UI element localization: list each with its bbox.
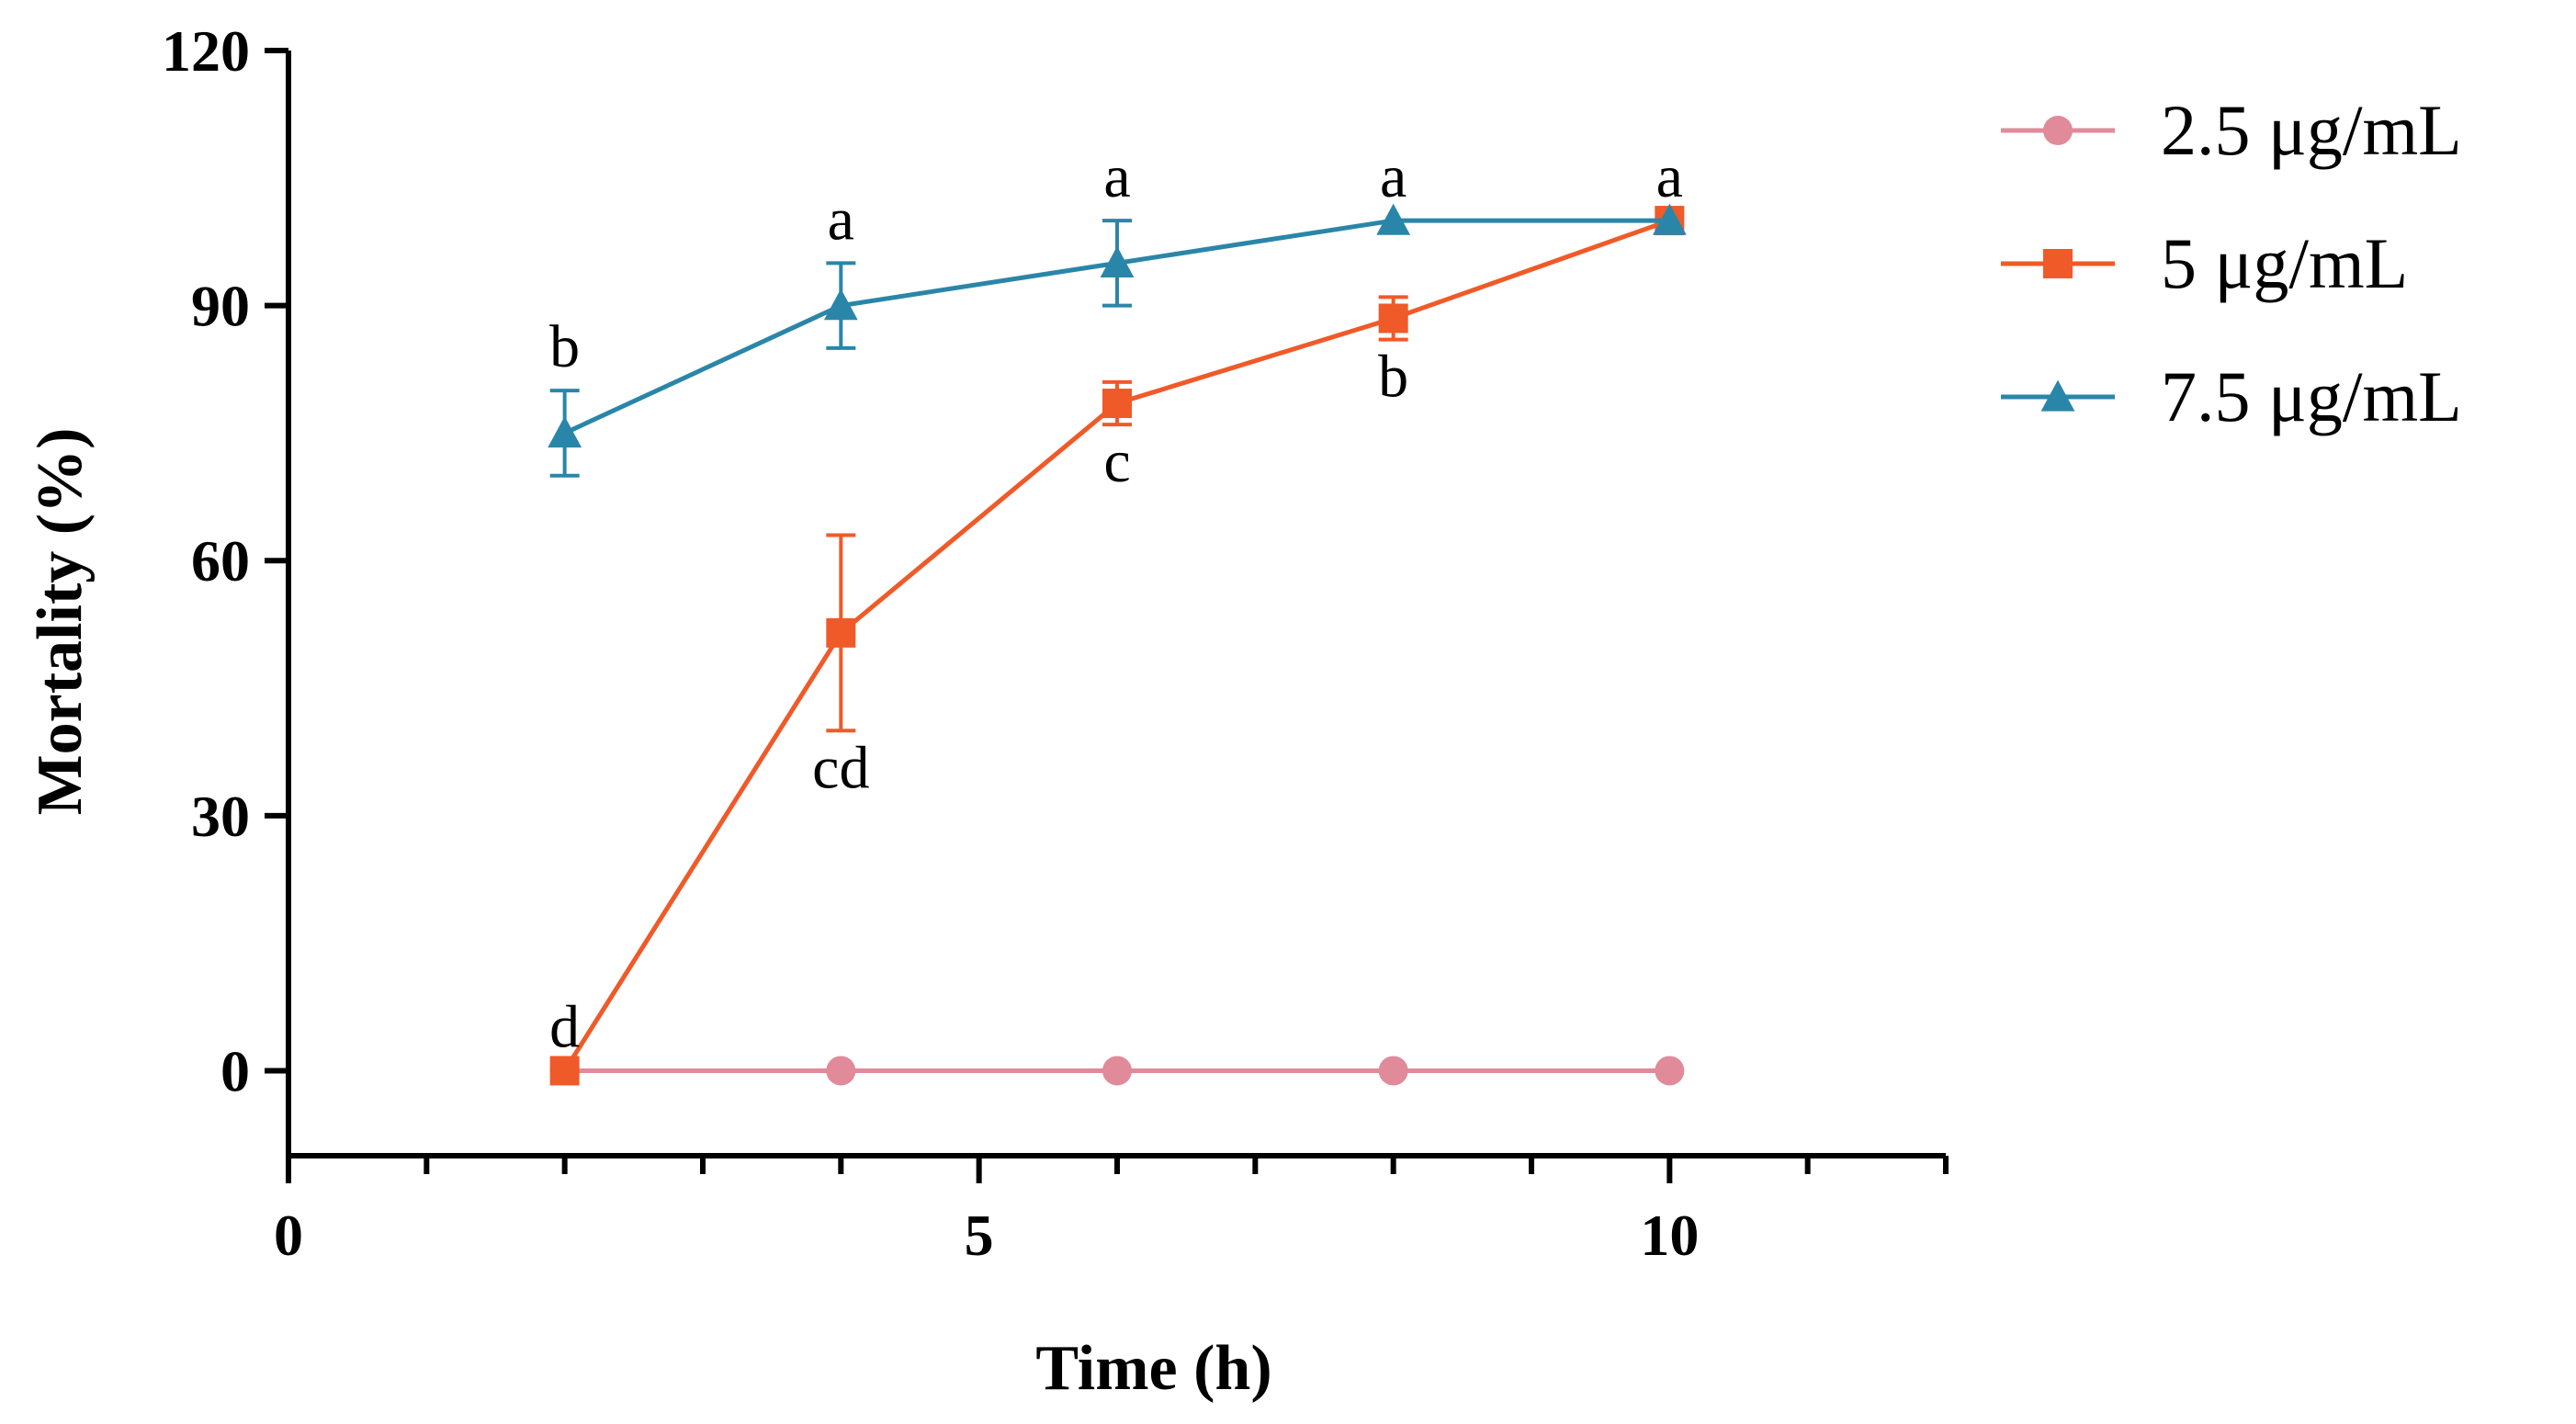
significance-label: d [549,993,580,1060]
data-point [549,1056,580,1086]
series-2 [549,206,1685,1086]
significance-label: a [1656,143,1683,210]
series-line [562,218,1671,1072]
data-point [826,617,856,648]
y-tick-label: 0 [220,1038,250,1103]
data-point [1652,203,1687,235]
y-axis-title: Mortality (%) [25,428,96,816]
data-point [1102,389,1132,419]
significance-label: a [1103,143,1130,210]
significance-label: a [1380,143,1407,210]
x-tick-label: 0 [274,1203,303,1268]
data-point [1100,245,1135,277]
legend-marker [2040,379,2075,412]
series-3 [548,203,1687,478]
annotation-layer: b a a a a d cd c b [549,143,1683,1060]
data-point [1376,203,1411,235]
legend-item: 5 μg/mL [2001,223,2408,303]
legend-label: 2.5 μg/mL [2161,90,2462,170]
legend-label: 7.5 μg/mL [2161,356,2462,436]
legend-label: 5 μg/mL [2161,223,2408,303]
x-tick-label: 5 [965,1203,994,1268]
series-layer [548,203,1687,1086]
data-point [826,1056,856,1086]
y-tick-label: 60 [191,528,250,593]
data-point [823,288,858,321]
data-point [1378,1056,1408,1086]
significance-label: a [828,186,854,253]
series-1 [549,1056,1685,1086]
legend-item: 2.5 μg/mL [2001,90,2462,170]
significance-label: b [1378,344,1408,411]
legend-marker [2043,116,2073,145]
axes: 0 30 60 90 120 0 5 10 Time (h) Mortality (%) [25,18,1949,1404]
y-tick-label: 90 [191,274,250,339]
significance-label: cd [812,734,869,801]
x-axis-title: Time (h) [1035,1333,1271,1404]
y-tick-label: 120 [162,18,250,84]
significance-label: c [1103,428,1130,495]
legend-item: 7.5 μg/mL [2001,356,2462,436]
legend: 2.5 μg/mL 5 μg/mL 7.5 μg/mL [2001,90,2462,436]
x-tick-label: 10 [1640,1203,1699,1268]
y-tick-label: 30 [191,784,250,849]
data-point [1655,1056,1685,1086]
data-point [1378,303,1408,333]
legend-marker [2043,249,2073,278]
data-point [548,416,582,448]
data-point [1102,1056,1132,1086]
significance-label: b [549,313,580,380]
